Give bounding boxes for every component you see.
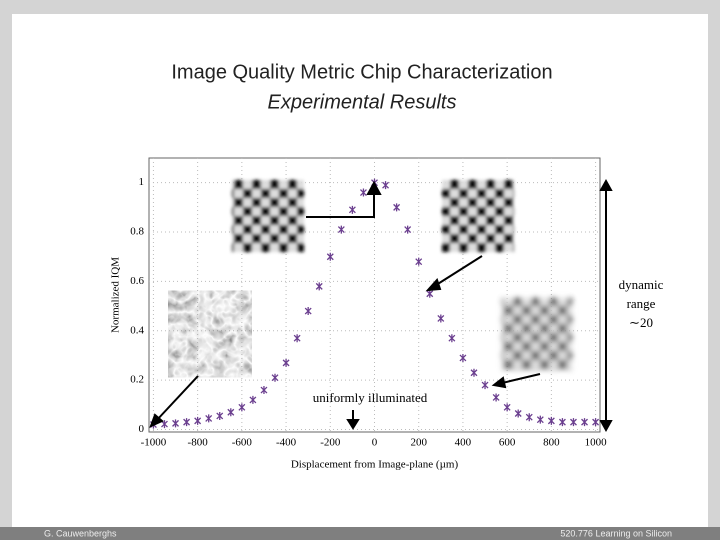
data-point <box>382 181 390 190</box>
data-point <box>183 418 191 427</box>
data-point <box>492 393 500 402</box>
data-point <box>470 368 478 377</box>
arrowhead <box>599 178 613 191</box>
image-blurred <box>502 298 572 370</box>
data-point <box>282 358 290 367</box>
arrowhead <box>599 420 613 433</box>
x-tick-label: -600 <box>232 437 253 449</box>
data-point <box>348 205 356 214</box>
slide-body <box>12 14 708 528</box>
x-tick-label: 400 <box>455 437 472 449</box>
y-tick-label: 0.8 <box>130 226 144 238</box>
data-point <box>238 403 246 412</box>
footer-left: G. Cauwenberghs <box>44 528 117 538</box>
x-axis-label: Displacement from Image-plane (µm) <box>291 459 459 471</box>
data-point <box>570 418 577 427</box>
arrowhead <box>346 419 360 430</box>
data-point <box>293 334 301 343</box>
images <box>175 180 572 370</box>
x-tick-label: -800 <box>188 437 209 449</box>
data-point <box>448 334 456 343</box>
arrowhead <box>491 376 507 389</box>
data-point <box>415 257 423 266</box>
y-tick-label: 0.6 <box>130 275 144 287</box>
y-tick-label: 0.4 <box>130 324 144 336</box>
x-tick-label: -400 <box>276 437 297 449</box>
footer-right: 520.776 Learning on Silicon <box>560 528 672 538</box>
data-point <box>592 418 600 427</box>
x-tick-label: -200 <box>320 437 341 449</box>
data-point <box>359 188 367 197</box>
x-tick-label: 1000 <box>585 437 608 449</box>
data-point <box>315 282 323 291</box>
data-point <box>536 415 544 424</box>
data-point <box>249 395 257 404</box>
data-point <box>426 289 434 298</box>
image-slight-defocus <box>442 180 514 252</box>
arrowhead <box>425 278 442 292</box>
data-point <box>337 225 345 234</box>
data-point <box>216 411 224 420</box>
arrow <box>306 192 375 218</box>
data-point <box>194 416 202 425</box>
arrow <box>155 375 199 422</box>
data-point <box>404 225 412 234</box>
x-tick-label: 0 <box>372 437 378 449</box>
y-tick-label: 1 <box>139 176 145 188</box>
data-point <box>304 307 312 316</box>
x-tick-label: -1000 <box>141 437 167 449</box>
data-point <box>525 413 533 422</box>
data-point <box>547 416 555 425</box>
title: Image Quality Metric Chip Characterizati… <box>171 61 552 83</box>
data-point <box>437 314 445 323</box>
data-point <box>271 373 279 382</box>
y-tick-label: 0.2 <box>130 374 144 386</box>
data-point <box>393 203 401 212</box>
data-point <box>581 418 588 427</box>
data-point <box>514 409 522 418</box>
annotation: uniformly illuminated <box>313 390 428 405</box>
x-tick-label: 800 <box>543 437 560 449</box>
arrow <box>501 373 541 384</box>
data-point <box>459 353 467 362</box>
plot: 0 0.2 0.4 0.6 0.8 1 -1000 -800 -600 -400 -200 0 200 4… <box>110 157 664 471</box>
data-point <box>161 420 168 429</box>
y-axis-label: Normalized IQM <box>110 257 122 333</box>
data-point <box>205 414 213 423</box>
arrowhead <box>366 180 382 195</box>
arrows <box>149 178 613 433</box>
footer-bar <box>0 527 720 540</box>
data-point <box>260 386 268 395</box>
x-tick-label: 600 <box>499 437 516 449</box>
image-noisy <box>175 298 245 370</box>
y-tick-label: 0 <box>139 423 145 435</box>
subtitle: Experimental Results <box>268 91 457 113</box>
data-point <box>481 381 489 390</box>
annotation: dynamic <box>619 277 664 292</box>
annotation: range <box>627 296 656 311</box>
data-point <box>503 403 511 412</box>
data-point <box>227 408 235 417</box>
annotation: ∼20 <box>629 315 653 330</box>
data-point <box>172 419 179 428</box>
arrowhead <box>149 413 164 428</box>
image-focused <box>232 180 304 252</box>
x-tick-label: 200 <box>410 437 427 449</box>
data-point <box>558 418 566 427</box>
arrow <box>432 255 483 288</box>
data-point <box>326 252 334 261</box>
